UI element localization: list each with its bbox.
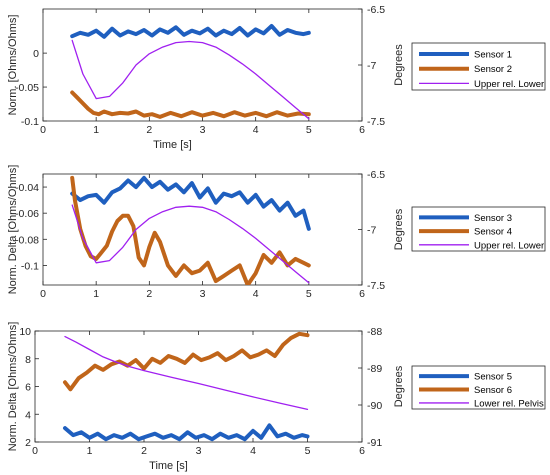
y-left-tick-label: 8 bbox=[25, 354, 31, 366]
x-tick-label: 4 bbox=[250, 445, 256, 457]
series-line-sensor-2 bbox=[70, 90, 311, 119]
x-tick-label: 4 bbox=[253, 288, 259, 300]
series-group bbox=[63, 331, 310, 442]
y-left-tick-label: 0 bbox=[33, 48, 39, 60]
y-right-axis-label: Degrees bbox=[393, 365, 405, 407]
y-right-tick-label: -7 bbox=[367, 225, 376, 237]
series-group bbox=[70, 175, 311, 285]
x-tick-label: 6 bbox=[359, 124, 365, 136]
x-tick-label: 0 bbox=[40, 124, 46, 136]
y-right-tick-label: -7.5 bbox=[367, 116, 385, 128]
legend-label: Lower rel. Pelvis bbox=[474, 398, 544, 409]
chart-panel-3: 0 1 2 3 4 5 6 10 8 6 4 2 -88 -89 -90 -91 Time [s] Norm. D… bbox=[7, 322, 546, 472]
x-tick-label: 6 bbox=[359, 445, 365, 457]
x-tick-label: 3 bbox=[200, 288, 206, 300]
x-tick-label: 5 bbox=[306, 288, 312, 300]
legend: Sensor 1 Sensor 2 Upper rel. Lower bbox=[411, 42, 546, 91]
y-right-axis-label: Degrees bbox=[393, 208, 405, 250]
y-right-tick-label: -89 bbox=[367, 363, 382, 375]
y-left-tick-label: -0.1 bbox=[21, 116, 39, 128]
series-line-upper-rel-lower bbox=[71, 204, 310, 284]
y-left-tick-label: -0.04 bbox=[15, 182, 39, 194]
x-tick-label: 0 bbox=[32, 445, 38, 457]
y-right-tick-label: -90 bbox=[367, 400, 382, 412]
series-line-sensor-4 bbox=[70, 175, 311, 285]
x-tick-label: 1 bbox=[93, 288, 99, 300]
y-right-tick-label: -6.5 bbox=[367, 4, 385, 16]
series-line-sensor-3 bbox=[70, 175, 311, 231]
x-tick-label: 3 bbox=[200, 124, 206, 136]
y-left-tick-label: 4 bbox=[25, 409, 31, 421]
x-axis-label: Time [s] bbox=[153, 139, 192, 151]
y-right-tick-label: -6.5 bbox=[367, 169, 385, 181]
y-left-axis-label: Norm. [Ohms/Ohms] bbox=[7, 15, 19, 116]
y-left-tick-label: 2 bbox=[25, 437, 31, 449]
legend-label: Upper rel. Lower bbox=[474, 240, 544, 251]
y-right-tick-label: -7.5 bbox=[367, 280, 385, 292]
x-axis-label: Time [s] bbox=[149, 460, 188, 472]
legend-label: Sensor 4 bbox=[474, 227, 512, 238]
legend-box bbox=[411, 206, 546, 252]
series-group bbox=[70, 24, 311, 120]
x-tick-label: 1 bbox=[87, 445, 93, 457]
y-right-tick-label: -7 bbox=[367, 60, 376, 72]
legend-label: Sensor 1 bbox=[474, 50, 512, 61]
legend-label: Sensor 3 bbox=[474, 213, 512, 224]
y-left-axis-label: Norm. Delta [Ohms/Ohms] bbox=[7, 322, 19, 452]
x-tick-label: 2 bbox=[141, 445, 147, 457]
x-tick-label: 4 bbox=[253, 124, 259, 136]
y-left-tick-label: -0.05 bbox=[15, 82, 39, 94]
y-right-tick-label: -91 bbox=[367, 437, 382, 449]
axes-frame bbox=[34, 330, 363, 443]
x-tick-label: 6 bbox=[359, 288, 365, 300]
y-right-tick-label: -88 bbox=[367, 326, 382, 338]
legend-label: Sensor 5 bbox=[474, 372, 512, 383]
legend-label: Upper rel. Lower bbox=[474, 79, 544, 90]
series-line-sensor-6 bbox=[63, 331, 310, 392]
series-line-sensor-1 bbox=[70, 24, 311, 39]
legend-label: Sensor 6 bbox=[474, 385, 512, 396]
y-right-axis-label: Degrees bbox=[393, 44, 405, 86]
chart-panel-1: 0 1 2 3 4 5 6 0 -0.05 -0.1 -6.5 -7 -7.5 Time [s] Norm.… bbox=[7, 4, 546, 151]
axes-frame bbox=[42, 8, 363, 122]
y-left-tick-label: -0.08 bbox=[15, 234, 39, 246]
y-left-tick-label: 10 bbox=[19, 326, 31, 338]
x-tick-label: 3 bbox=[196, 445, 202, 457]
legend-label: Sensor 2 bbox=[474, 64, 512, 75]
x-tick-label: 2 bbox=[146, 124, 152, 136]
y-left-axis-label: Norm. Delta [Ohms/Ohms] bbox=[7, 165, 19, 295]
chart-panel-2: 0 1 2 3 4 5 6 -0.04 -0.06 -0.08 -0.1 -6.5 -7 -7.5 Norm… bbox=[7, 165, 546, 300]
y-left-tick-label: -0.06 bbox=[15, 208, 39, 220]
y-left-tick-label: -0.1 bbox=[21, 260, 39, 272]
x-tick-label: 1 bbox=[93, 124, 99, 136]
series-line-lower-rel-pelvis bbox=[64, 335, 309, 411]
legend: Sensor 3 Sensor 4 Upper rel. Lower bbox=[411, 206, 546, 252]
legend: Sensor 5 Sensor 6 Lower rel. Pelvis bbox=[411, 365, 546, 410]
x-tick-label: 5 bbox=[305, 445, 311, 457]
y-left-tick-label: 6 bbox=[25, 382, 31, 394]
x-tick-label: 2 bbox=[146, 288, 152, 300]
series-line-sensor-5 bbox=[63, 423, 310, 442]
legend-box bbox=[411, 42, 546, 91]
x-tick-label: 5 bbox=[306, 124, 312, 136]
x-tick-label: 0 bbox=[40, 288, 46, 300]
series-line-upper-rel-lower bbox=[71, 39, 310, 120]
legend-box bbox=[411, 365, 546, 410]
